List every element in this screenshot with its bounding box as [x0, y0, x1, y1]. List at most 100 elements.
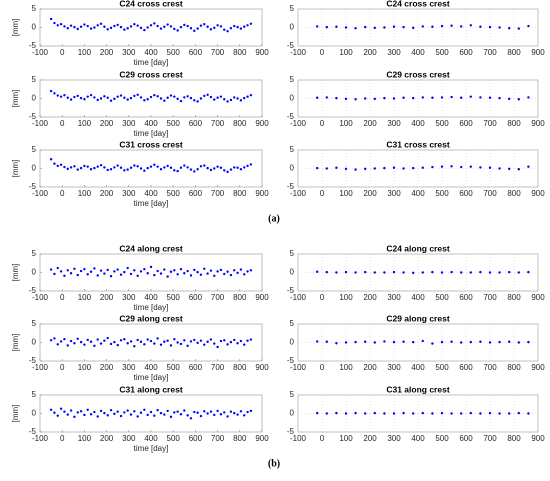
point [103, 95, 106, 98]
x-tick-label: 400 [411, 363, 425, 372]
point [139, 167, 143, 170]
point [209, 168, 213, 172]
point [431, 96, 434, 99]
point [186, 166, 189, 169]
point [209, 95, 213, 99]
y-tick-label: 5 [32, 4, 37, 13]
x-tick-label: 400 [144, 434, 158, 443]
x-tick-label: 0 [60, 48, 65, 57]
x-tick-label: 600 [189, 48, 203, 57]
point [233, 166, 236, 169]
y-tick-label: 5 [290, 319, 295, 328]
point [133, 22, 136, 26]
x-tick-label: 400 [411, 189, 425, 198]
point [383, 271, 386, 274]
point [59, 407, 63, 410]
point [209, 338, 213, 341]
point [149, 24, 153, 27]
point [119, 414, 123, 418]
point [86, 95, 89, 98]
point [99, 269, 103, 272]
point [203, 94, 206, 98]
point [239, 339, 243, 343]
point [149, 339, 153, 343]
x-tick-label: 500 [435, 119, 449, 128]
point [143, 169, 146, 172]
point [109, 168, 113, 171]
point [193, 170, 196, 173]
x-tick-label: 800 [507, 119, 521, 128]
x-tick-label: 400 [144, 189, 158, 198]
point [183, 339, 186, 342]
point [96, 98, 99, 102]
point [73, 25, 76, 29]
point [206, 412, 209, 415]
y-tick-label: 0 [290, 94, 295, 103]
x-tick-label: 700 [211, 363, 225, 372]
point [209, 269, 213, 272]
point [460, 341, 463, 344]
point [199, 165, 203, 168]
point [402, 340, 405, 343]
point [66, 269, 69, 272]
point [460, 165, 463, 169]
point [488, 96, 492, 99]
point [189, 168, 193, 171]
x-tick-label: 0 [320, 434, 325, 443]
point [213, 342, 216, 345]
point [325, 270, 328, 274]
point [219, 166, 223, 169]
point [209, 410, 213, 413]
point [69, 166, 73, 169]
point [460, 271, 463, 274]
x-tick-label: 700 [483, 48, 497, 57]
point [373, 167, 376, 170]
x-tick-label: 500 [167, 434, 181, 443]
point [153, 93, 156, 97]
point [354, 411, 357, 415]
x-tick-label: -100 [290, 363, 307, 372]
x-tick-label: 600 [459, 119, 473, 128]
panel-label: (a) [268, 213, 280, 224]
x-tick-label: 700 [211, 48, 225, 57]
x-tick-label: 0 [320, 363, 325, 372]
point [153, 273, 156, 277]
x-tick-label: 0 [320, 293, 325, 302]
point [173, 337, 176, 341]
point [59, 22, 63, 26]
point [236, 413, 239, 416]
x-tick-label: 400 [144, 363, 158, 372]
x-tick-label: 900 [531, 48, 545, 57]
y-tick-label: 0 [290, 338, 295, 347]
point [450, 24, 453, 27]
point [139, 411, 143, 414]
point [373, 411, 376, 415]
point [316, 340, 319, 343]
point [79, 166, 83, 170]
point [186, 24, 189, 28]
point [527, 24, 530, 28]
y-tick-label: 0 [32, 268, 37, 277]
point [176, 169, 179, 173]
point [119, 25, 123, 29]
plot-area [39, 79, 263, 118]
point [76, 273, 79, 277]
point [209, 28, 213, 31]
x-tick-label: -100 [32, 48, 49, 57]
point [163, 340, 166, 343]
point [440, 24, 444, 28]
x-tick-label: 200 [100, 434, 114, 443]
point [146, 338, 149, 341]
point [354, 340, 357, 344]
x-tick-label: 800 [233, 189, 247, 198]
point [460, 96, 463, 99]
point [153, 163, 156, 166]
x-tick-label: 0 [60, 363, 65, 372]
point [93, 344, 96, 348]
y-tick-label: 5 [290, 390, 295, 399]
point [109, 275, 113, 278]
point [49, 89, 53, 93]
point [99, 163, 103, 167]
point [183, 409, 186, 412]
point [96, 415, 99, 418]
